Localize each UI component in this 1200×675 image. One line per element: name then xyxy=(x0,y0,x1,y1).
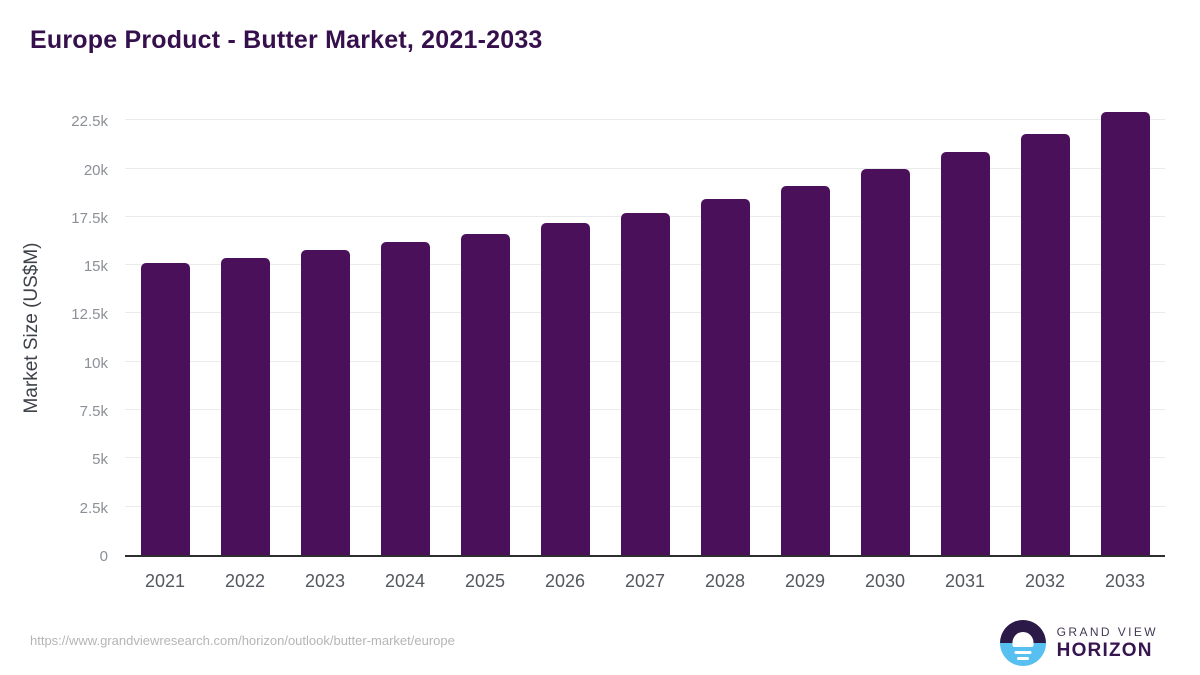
bar-2021 xyxy=(140,262,190,555)
y-tick-label: 12.5k xyxy=(71,306,108,324)
brand-logo: GRAND VIEW HORIZON xyxy=(999,620,1158,666)
gridline-20k xyxy=(125,167,1165,169)
bar-2023 xyxy=(300,250,350,555)
bar-2025 xyxy=(460,233,510,555)
y-tick-label: 2.5k xyxy=(79,499,108,517)
x-tick-label-2023: 2023 xyxy=(304,571,346,591)
y-tick-label: 7.5k xyxy=(79,403,108,421)
chart-title: Europe Product - Butter Market, 2021-203… xyxy=(30,26,543,54)
y-tick-label: 0 xyxy=(99,548,108,565)
y-tick-label: 15k xyxy=(83,258,108,276)
logo-grand-view-text: GRAND VIEW xyxy=(1056,625,1158,639)
y-axis-tick-labels: 0 2.5k 5k 7.5k 10k 12.5k 15k 17.5k 20k 22.5k xyxy=(0,100,108,565)
x-tick-label-2027: 2027 xyxy=(624,571,666,591)
x-tick-label-2031: 2031 xyxy=(944,571,986,591)
bar-2027 xyxy=(620,212,670,555)
x-tick-label-2030: 2030 xyxy=(864,571,906,591)
y-tick-label: 10k xyxy=(83,354,108,372)
bar-2026 xyxy=(540,223,590,555)
x-tick-label-2032: 2032 xyxy=(1024,571,1066,591)
x-tick-label-2022: 2022 xyxy=(224,571,266,591)
y-tick-label: 5k xyxy=(92,451,108,469)
bar-2022 xyxy=(220,257,270,555)
icon-reflection-line-2 xyxy=(1016,656,1029,660)
x-tick-label-2029: 2029 xyxy=(784,571,826,591)
horizon-sun-icon xyxy=(999,620,1046,666)
bar-2033 xyxy=(1100,111,1150,555)
bar-2024 xyxy=(380,242,430,555)
y-tick-label: 20k xyxy=(83,161,108,179)
logo-horizon-text: HORIZON xyxy=(1056,640,1153,661)
bar-2028 xyxy=(700,199,750,555)
x-tick-label-2026: 2026 xyxy=(544,571,586,591)
y-tick-label: 22.5k xyxy=(71,113,108,131)
x-tick-label-2033: 2033 xyxy=(1104,571,1146,591)
icon-sun-shape xyxy=(1012,632,1034,647)
bar-2029 xyxy=(780,185,830,555)
bar-2030 xyxy=(860,169,910,555)
x-tick-label-2024: 2024 xyxy=(384,571,426,591)
bar-2032 xyxy=(1020,133,1070,555)
bar-2031 xyxy=(940,151,990,555)
x-tick-label-2028: 2028 xyxy=(704,571,746,591)
icon-sky-half xyxy=(999,620,1046,643)
gridline-22.5k xyxy=(125,119,1165,121)
icon-reflection-line-1 xyxy=(1014,650,1032,654)
icon-sea-half xyxy=(999,643,1046,666)
source-url: https://www.grandviewresearch.com/horizo… xyxy=(30,633,455,648)
y-tick-label: 17.5k xyxy=(71,209,108,227)
x-axis-tick-labels: 2021 2022 2023 2024 2025 2026 2027 2028 2029 2030… xyxy=(125,565,1165,595)
plot-area xyxy=(125,100,1165,557)
x-tick-label-2025: 2025 xyxy=(464,571,506,591)
x-tick-label-2021: 2021 xyxy=(144,571,186,591)
brand-logo-text: GRAND VIEW HORIZON xyxy=(1057,624,1158,662)
